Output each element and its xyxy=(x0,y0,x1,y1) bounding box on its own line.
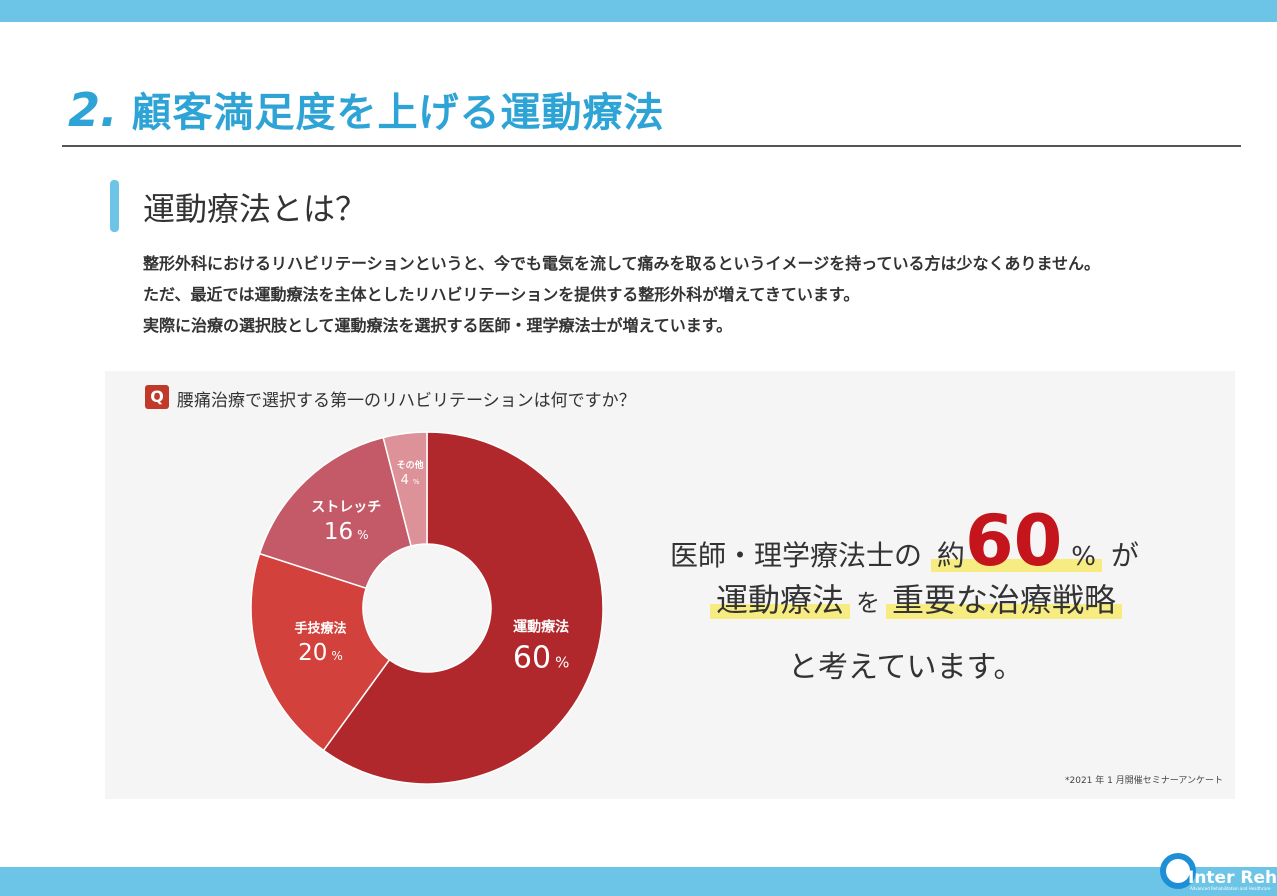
logo-text: Inter Reha xyxy=(1188,868,1277,888)
slice-value-2: 20% xyxy=(298,640,343,666)
slice-label-1: 運動療法 xyxy=(513,619,569,636)
survey-question: 腰痛治療で選択する第一のリハビリテーションは何ですか？ xyxy=(177,391,636,411)
message-line-2: 運動療法を重要な治療戦略 xyxy=(710,575,1123,621)
message-line-3: と考えています。 xyxy=(788,650,1024,685)
highlight-treatment-strategy: 重要な治療戦略 xyxy=(886,581,1123,619)
question-badge: Q xyxy=(145,385,169,409)
subtitle-accent-bar xyxy=(110,180,119,232)
highlight-percentage: 約60 % xyxy=(930,500,1102,582)
approx-label: 約 xyxy=(936,539,965,572)
slice-label-3: ストレッチ xyxy=(311,500,381,516)
section-subtitle: 運動療法とは？ xyxy=(143,190,368,228)
logo-ring-icon xyxy=(1160,853,1196,889)
donut-slice-2 xyxy=(250,552,391,752)
top-accent-bar xyxy=(0,0,1277,22)
donut-slice-4 xyxy=(382,431,428,547)
slice-value-1: 60% xyxy=(513,641,569,676)
intro-line-3: 実際に治療の選択肢として運動療法を選択する医師・理学療法士が増えています。 xyxy=(143,316,733,335)
slice-label-2: 手技療法 xyxy=(294,620,346,636)
message-particle: を xyxy=(856,589,881,617)
title-divider xyxy=(62,145,1241,147)
highlight-exercise-therapy: 運動療法 xyxy=(710,581,851,619)
donut-slice-3 xyxy=(258,436,412,590)
intro-line-1: 整形外科におけるリハビリテーションというと、今でも電気を流して痛みを取るというイ… xyxy=(143,254,1100,273)
bottom-accent-bar xyxy=(0,867,1277,896)
slice-label-4: その他 xyxy=(397,459,424,471)
page-title: 2. 顧客満足度を上げる運動療法 xyxy=(68,80,664,144)
slice-value-4: 4% xyxy=(401,473,420,488)
logo-tagline: Advanced Rehabilitation and Healthcare xyxy=(1190,886,1271,891)
message-suffix: が xyxy=(1110,539,1139,572)
donut-slice-1 xyxy=(322,431,604,785)
message-prefix: 医師・理学療法士の xyxy=(670,539,923,572)
intro-line-2: ただ、最近では運動療法を主体としたリハビリテーションを提供する整形外科が増えてき… xyxy=(143,285,860,304)
section-number: 2. xyxy=(68,83,118,137)
highlight-percent-sign: % xyxy=(1071,542,1096,572)
message-line-1: 医師・理学療法士の 約60 % が xyxy=(670,500,1139,582)
slice-value-3: 16% xyxy=(324,519,369,545)
intro-paragraphs: 整形外科におけるリハビリテーションというと、今でも電気を流して痛みを取るというイ… xyxy=(143,248,1263,341)
page-title-text: 顧客満足度を上げる運動療法 xyxy=(131,90,665,136)
highlight-number: 60 xyxy=(964,500,1063,582)
survey-footnote: *2021 年 1 月開催セミナーアンケート xyxy=(1065,776,1223,786)
